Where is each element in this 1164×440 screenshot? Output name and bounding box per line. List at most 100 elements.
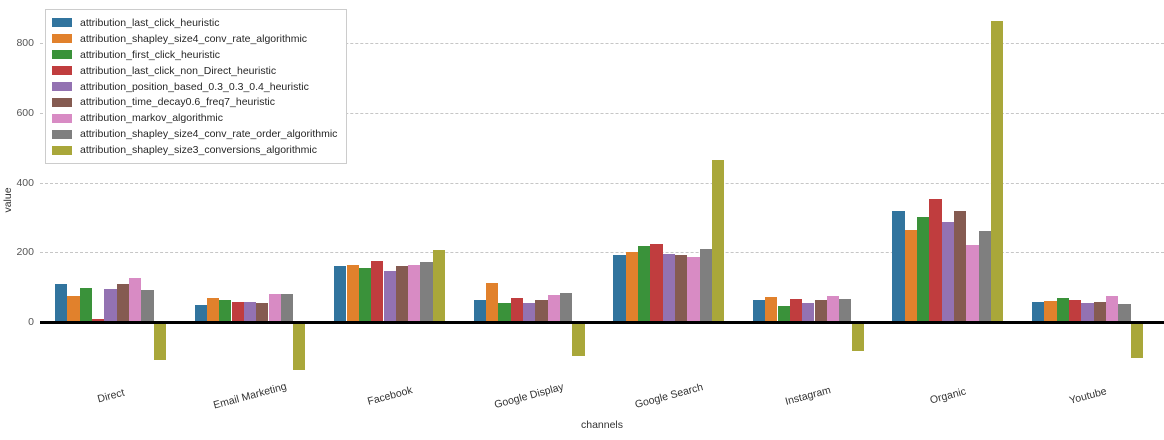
legend-swatch-icon [52, 113, 72, 123]
bar [547, 294, 560, 322]
bar [814, 300, 827, 322]
bar [334, 266, 347, 322]
bar [280, 293, 294, 322]
bar [67, 296, 80, 322]
bar [256, 303, 269, 322]
bar [194, 304, 207, 322]
bar [978, 230, 991, 322]
bar [1044, 301, 1057, 322]
bar [206, 298, 220, 322]
zero-axis-line [40, 320, 1164, 324]
legend-label: attribution_shapley_size3_conversions_al… [80, 144, 317, 157]
bar [711, 159, 725, 322]
bar [789, 299, 803, 322]
bar [293, 322, 306, 370]
bar [954, 211, 967, 322]
legend-item: attribution_position_based_0.3_0.3_0.4_h… [52, 79, 337, 95]
bar [523, 302, 536, 322]
bar [917, 217, 930, 322]
legend-label: attribution_position_based_0.3_0.3_0.4_h… [80, 80, 309, 93]
bar [1032, 302, 1045, 322]
legend-label: attribution_markov_algorithmic [80, 112, 223, 125]
bar [473, 300, 486, 322]
bar [687, 256, 700, 322]
bar [966, 245, 979, 322]
bar [941, 221, 954, 322]
bar [826, 295, 840, 322]
legend-swatch-icon [52, 66, 72, 76]
bar [851, 322, 864, 351]
bar [777, 306, 790, 322]
legend-swatch-icon [52, 129, 72, 139]
bar [613, 255, 626, 322]
bar [1118, 304, 1131, 322]
bar [674, 255, 688, 322]
legend-swatch-icon [52, 34, 72, 44]
gridline-y-200 [40, 252, 1164, 254]
legend-item: attribution_time_decay0.6_freq7_heuristi… [52, 94, 337, 110]
bar [486, 283, 499, 322]
bar [1093, 301, 1106, 322]
legend-swatch-icon [52, 145, 72, 155]
bar [929, 199, 942, 322]
bar [116, 284, 129, 322]
y-tick-label-200: 200 [16, 246, 34, 259]
x-tick-label: Google Display [493, 380, 566, 412]
gridline-y-800 [40, 43, 1164, 44]
bar [1130, 322, 1143, 359]
bar [699, 249, 712, 322]
bar [153, 322, 166, 360]
x-tick-label: Instagram [784, 384, 833, 408]
bar [383, 271, 396, 322]
legend-item: attribution_last_click_heuristic [52, 15, 337, 31]
x-axis-label: channels [580, 419, 624, 431]
gridline-y-400 [40, 182, 1164, 184]
bar [346, 264, 359, 322]
y-tick-label-600: 600 [16, 106, 34, 119]
legend-swatch-icon [52, 18, 72, 28]
bar [625, 251, 638, 322]
x-tick-label: Google Search [633, 381, 705, 411]
bar [560, 292, 573, 322]
x-tick-label: Direct [95, 386, 126, 406]
legend-label: attribution_shapley_size4_conv_rate_algo… [80, 32, 308, 45]
bar [752, 300, 766, 322]
legend: attribution_last_click_heuristic attribut… [45, 9, 348, 165]
bar [55, 283, 68, 322]
bar [1069, 300, 1082, 322]
legend-swatch-icon [52, 82, 72, 91]
bar [572, 322, 585, 356]
bar [991, 21, 1004, 322]
y-tick-label-400: 400 [16, 176, 34, 189]
x-tick-label: Organic [928, 385, 968, 407]
gridline-y-600 [40, 112, 1164, 114]
bar [650, 243, 663, 322]
legend-swatch-icon [52, 50, 72, 60]
bar [231, 302, 244, 322]
legend-swatch-icon [52, 97, 72, 107]
bar [765, 297, 778, 322]
legend-item: attribution_shapley_size4_conv_rate_orde… [52, 126, 337, 142]
bar [839, 299, 852, 322]
bar [104, 288, 117, 322]
bar [141, 289, 154, 322]
legend-label: attribution_last_click_heuristic [80, 16, 220, 29]
bar [662, 254, 675, 322]
bar [371, 261, 384, 322]
legend-item: attribution_markov_algorithmic [52, 110, 337, 126]
bar [904, 229, 918, 322]
bar [432, 249, 446, 322]
bar [129, 278, 142, 322]
bar [219, 299, 232, 322]
bar [268, 293, 281, 322]
legend-item: attribution_last_click_non_Direct_heuris… [52, 63, 337, 79]
legend-item: attribution_shapley_size3_conversions_al… [52, 142, 337, 158]
legend-label: attribution_last_click_non_Direct_heuris… [80, 64, 277, 77]
legend-label: attribution_first_click_heuristic [80, 48, 221, 61]
legend-label: attribution_shapley_size4_conv_rate_orde… [80, 128, 338, 141]
bar [1056, 297, 1069, 322]
bar [510, 297, 523, 322]
bar [420, 261, 433, 322]
